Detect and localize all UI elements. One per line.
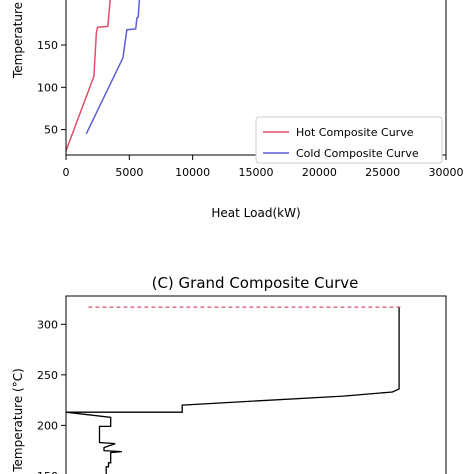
cold-composite-curve-line	[85, 0, 141, 135]
top-y-tick-label: 50	[44, 124, 58, 137]
top-x-tick-label: 0	[63, 166, 70, 179]
top-x-tick-label: 30000	[429, 166, 464, 179]
legend-hot-label: Hot Composite Curve	[296, 126, 414, 139]
bottom-plot-frame	[65, 295, 447, 474]
bottom-y-tick-label: 250	[37, 369, 58, 382]
bottom-chart-title: (C) Grand Composite Curve	[152, 274, 359, 292]
legend-box	[255, 116, 443, 164]
hot-composite-curve-line	[65, 0, 111, 152]
top-legend: Hot Composite Curve Cold Composite Curve	[255, 116, 443, 164]
composite-curves-chart: 0 5000 10000 15000 20000 25000 30000 50100150 …	[11, 0, 464, 220]
top-y-tick-label: 150	[37, 39, 58, 52]
bottom-y-tick-label: 200	[37, 419, 58, 432]
top-x-axis-label: Heat Load(kW)	[211, 206, 300, 220]
top-x-tick-label: 10000	[175, 166, 210, 179]
bottom-y-tick-label: 150	[37, 470, 58, 474]
legend-cold-label: Cold Composite Curve	[296, 147, 419, 160]
bottom-y-axis-label: Temperature (°C)	[11, 368, 25, 473]
top-x-tick-label: 5000	[115, 166, 143, 179]
grand-composite-curve-line	[65, 307, 400, 474]
top-y-axis-label: Temperature	[11, 2, 25, 79]
bottom-y-tick-label: 300	[37, 318, 58, 331]
top-x-tick-label: 25000	[365, 166, 400, 179]
top-y-tick-label: 100	[37, 81, 58, 94]
grand-composite-chart: (C) Grand Composite Curve 150 200 250 300 T…	[11, 274, 447, 474]
top-x-tick-label: 15000	[239, 166, 274, 179]
top-x-tick-label: 20000	[302, 166, 337, 179]
